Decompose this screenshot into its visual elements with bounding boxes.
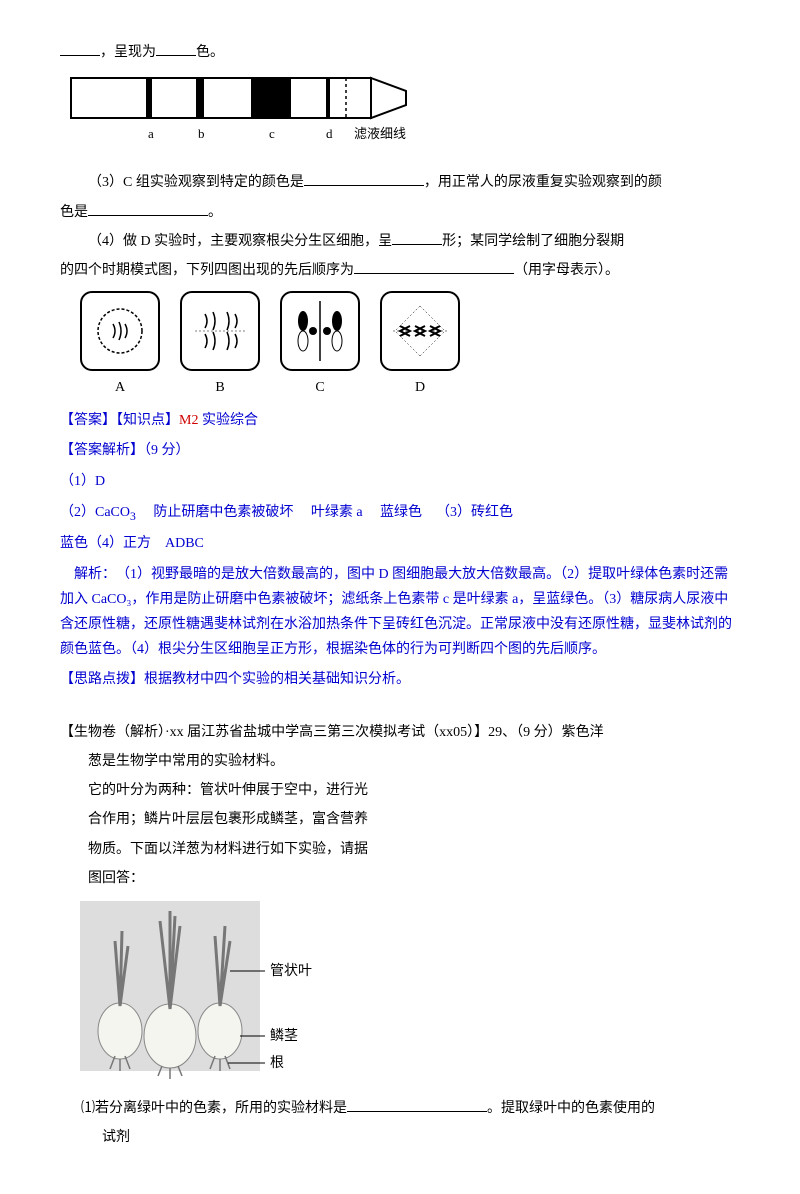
text: 防止研磨中色素被破坏 叶绿素 a 蓝绿色 （3）砖红色 — [136, 505, 513, 520]
cell-label: A — [80, 375, 160, 400]
answer-2: （2）CaCO3 防止研磨中色素被破坏 叶绿素 a 蓝绿色 （3）砖红色 — [60, 500, 740, 527]
cell-B: B — [180, 291, 260, 400]
qnew-l6: 图回答： — [60, 866, 740, 891]
text: （3）C 组实验观察到特定的颜色是 — [88, 175, 304, 190]
blank[interactable] — [392, 231, 442, 245]
answer-explain: 解析：（1）视野最暗的是放大倍数最高的，图中 D 图细胞最大放大倍数最高。（2）… — [60, 562, 740, 663]
cell-C: C — [280, 291, 360, 400]
onion-label-bulb: 鳞茎 — [270, 1028, 298, 1044]
text: ，用正常人的尿液重复实验观察到的颜 — [424, 175, 662, 190]
kp-code: M2 — [179, 413, 198, 428]
text: 。 — [208, 205, 222, 220]
cell-division-diagram-row: A B C — [80, 291, 740, 400]
q3-line2: 色是 。 — [60, 200, 740, 225]
strip-label-a: a — [148, 126, 154, 141]
strip-label-filtrate: 滤液细线 — [354, 126, 406, 141]
q4-line1: （4）做 D 实验时，主要观察根尖分生区细胞，呈 形；某同学绘制了细胞分裂期 — [60, 229, 740, 254]
qnew-l2: 葱是生物学中常用的实验材料。 — [60, 749, 740, 774]
kp-text: 实验综合 — [198, 413, 258, 428]
q4-line2: 的四个时期模式图，下列四图出现的先后顺序为 （用字母表示）。 — [60, 258, 740, 283]
text: 的四个时期模式图，下列四图出现的先后顺序为 — [60, 263, 354, 278]
answer-kp: 【答案】【知识点】M2 实验综合 — [60, 408, 740, 433]
answer-hint: 【思路点拨】根据教材中四个实验的相关基础知识分析。 — [60, 667, 740, 692]
answer-1: （1）D — [60, 469, 740, 494]
cell-label: D — [380, 375, 460, 400]
text: 。提取绿叶中的色素使用的 — [487, 1101, 655, 1116]
top-fragment: ，呈现为 色。 — [60, 40, 740, 65]
onion-diagram: 管状叶 鳞茎 根 — [80, 901, 280, 1090]
qnew-q1-line2: 试剂 — [60, 1125, 740, 1150]
text: 形；某同学绘制了细胞分裂期 — [442, 234, 624, 249]
text: 色。 — [196, 45, 224, 60]
qnew-q1: ⑴若分离绿叶中的色素，所用的实验材料是 。提取绿叶中的色素使用的 — [60, 1096, 740, 1121]
text: ⑴若分离绿叶中的色素，所用的实验材料是 — [81, 1101, 347, 1116]
text: 色是 — [60, 205, 88, 220]
text: （用字母表示）。 — [514, 263, 619, 278]
strip-label-d: d — [326, 126, 333, 141]
hint-label: 【思路点拨】 — [60, 672, 144, 687]
blank[interactable] — [347, 1098, 487, 1112]
onion-label-leaf: 管状叶 — [270, 963, 312, 979]
q3-line1: （3）C 组实验观察到特定的颜色是 ，用正常人的尿液重复实验观察到的颜 — [60, 170, 740, 195]
strip-label-c: c — [269, 126, 275, 141]
cell-label: C — [280, 375, 360, 400]
explain-text: （1）视野最暗的是放大倍数最高的，图中 D 图细胞最大放大倍数最高。（2）提取叶… — [60, 567, 732, 658]
qnew-l5: 物质。下面以洋葱为材料进行如下实验，请据 — [60, 837, 740, 862]
blank[interactable] — [304, 172, 424, 186]
blank[interactable] — [354, 260, 514, 274]
blank[interactable] — [156, 42, 196, 56]
strip-label-b: b — [198, 126, 205, 141]
text: ，呈现为 — [100, 45, 156, 60]
answer-3: 蓝色（4）正方 ADBC — [60, 531, 740, 556]
onion-label-root: 根 — [270, 1055, 284, 1071]
kp-label: 【答案】【知识点】 — [60, 413, 179, 428]
blank[interactable] — [60, 42, 100, 56]
qnew-l3: 它的叶分为两种：管状叶伸展于空中，进行光 — [60, 778, 740, 803]
qnew-source: 【生物卷（解析）·xx 届江苏省盐城中学高三第三次模拟考试（xx05）】29、（… — [60, 720, 740, 745]
text: （2）CaCO — [60, 505, 130, 520]
answer-parse-label: 【答案解析】（9 分） — [60, 438, 740, 463]
chromatography-strip-diagram: a b c d 滤液细线 — [66, 73, 740, 162]
text: （4）做 D 实验时，主要观察根尖分生区细胞，呈 — [88, 234, 392, 249]
cell-D: D — [380, 291, 460, 400]
blank[interactable] — [88, 202, 208, 216]
qnew-l4: 合作用；鳞片叶层层包裹形成鳞茎，富含营养 — [60, 807, 740, 832]
cell-label: B — [180, 375, 260, 400]
explain-label: 解析： — [60, 562, 116, 587]
hint-text: 根据教材中四个实验的相关基础知识分析。 — [144, 672, 410, 687]
cell-A: A — [80, 291, 160, 400]
